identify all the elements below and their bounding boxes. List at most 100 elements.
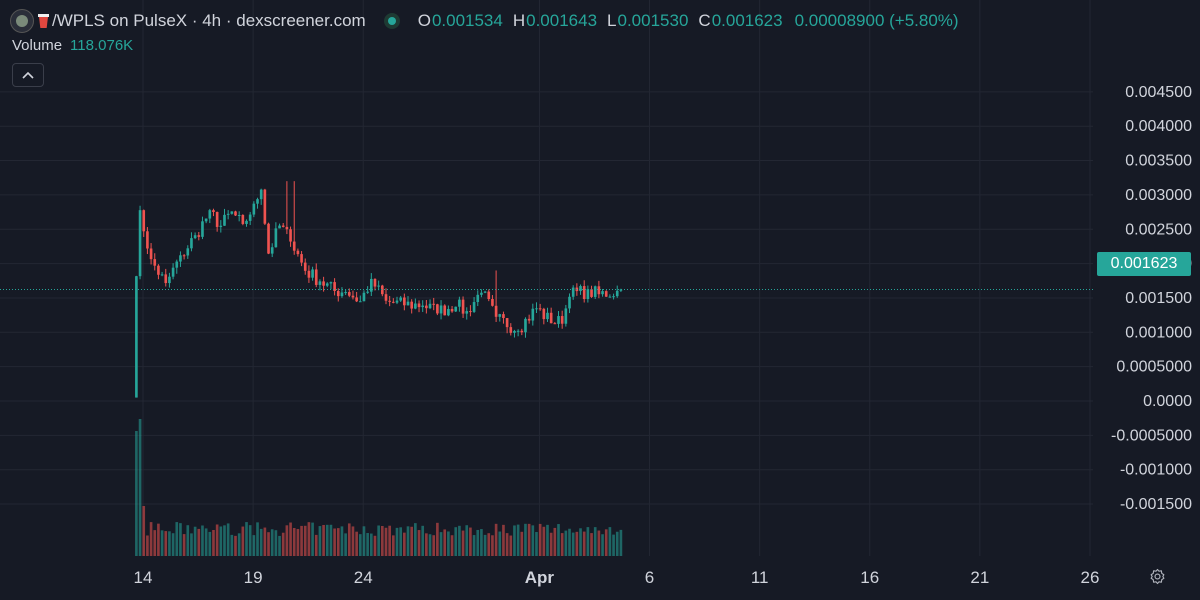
volume-bar — [410, 526, 414, 556]
volume-bar — [285, 525, 289, 556]
candle-body — [322, 281, 325, 286]
candle-body — [259, 189, 263, 200]
x-tick-label: 19 — [244, 568, 263, 587]
candle-body — [542, 308, 546, 320]
candle-body — [190, 238, 193, 249]
y-tick-label: 0.004500 — [1125, 84, 1192, 101]
volume-bar — [135, 431, 138, 556]
candle-body — [344, 292, 347, 294]
candle-body — [171, 267, 175, 277]
time-axis[interactable]: 14 19 24 Apr 6 11 16 21 26 — [134, 568, 1100, 587]
volume-bar — [270, 529, 274, 556]
y-tick-label: 0.003500 — [1125, 153, 1192, 170]
volume-bar — [138, 419, 142, 556]
candle-body — [436, 304, 439, 314]
candle-body — [417, 303, 421, 308]
y-tick-label: -0.001000 — [1120, 462, 1192, 479]
volume-bar — [190, 533, 193, 556]
volume-bar — [281, 532, 285, 556]
volume-bar — [329, 524, 333, 556]
volume-bar — [461, 530, 465, 556]
volume-bar — [259, 528, 263, 556]
candle-body — [336, 291, 340, 297]
candle-body — [355, 297, 358, 302]
volume-bar — [601, 534, 604, 556]
volume-bar — [582, 531, 586, 556]
candle-body — [454, 306, 458, 312]
candle-body — [164, 274, 168, 284]
high-key: H — [512, 11, 526, 30]
candle-body — [414, 303, 417, 309]
candle-body — [579, 286, 582, 292]
candle-body — [358, 301, 362, 303]
volume-bar — [303, 525, 307, 556]
volume-bar — [612, 534, 615, 556]
candle-body — [571, 287, 575, 297]
volume-bar — [171, 533, 175, 556]
volume-bar — [307, 522, 311, 556]
candle-body — [432, 303, 436, 305]
volume-bar — [289, 522, 292, 556]
volume-bar — [472, 535, 476, 556]
volume-bar — [373, 535, 377, 556]
candle-body — [612, 296, 615, 298]
volume-bar — [454, 527, 458, 556]
candle-body — [538, 308, 542, 310]
x-tick-label: 24 — [354, 568, 373, 587]
volume-bar — [333, 528, 336, 556]
volume-bar — [366, 533, 369, 556]
volume-bar — [347, 523, 351, 556]
volume-bar — [509, 535, 513, 556]
volume-bar — [369, 533, 373, 556]
volume-bar — [344, 533, 347, 556]
candle-body — [245, 220, 248, 224]
candle-body — [406, 301, 410, 306]
volume-bar — [322, 524, 325, 556]
candle-body — [256, 199, 259, 204]
candle-body — [443, 305, 447, 316]
candle-body — [535, 308, 538, 310]
candle-body — [201, 221, 204, 237]
candle-body — [487, 291, 491, 300]
volume-bar — [395, 527, 399, 556]
volume-bar — [149, 522, 153, 556]
candle-body — [590, 289, 593, 297]
volume-bar — [619, 529, 623, 556]
candle-body — [395, 300, 399, 303]
candle-body — [428, 303, 432, 309]
candle-body — [586, 289, 590, 300]
candle-body — [476, 294, 480, 303]
volume-bar — [186, 525, 190, 556]
candle-body — [597, 286, 601, 295]
volume-bar — [182, 534, 186, 556]
candle-body — [347, 292, 351, 296]
candle-body — [366, 291, 369, 293]
candle-body — [234, 211, 237, 216]
volume-bar — [296, 529, 300, 556]
volume-bar — [274, 530, 278, 556]
collapse-legend-button[interactable] — [12, 63, 44, 87]
volume-bar — [557, 524, 560, 556]
price-axis[interactable]: 0.004500 0.004000 0.003500 0.003000 0.002500… — [1111, 84, 1192, 513]
volume-bar — [527, 523, 531, 556]
y-tick-label: 0.0005000 — [1116, 359, 1192, 376]
volume-bar — [384, 527, 388, 556]
candle-body — [520, 330, 524, 333]
volume-bar — [388, 525, 391, 556]
volume-bar — [223, 525, 226, 556]
gear-icon[interactable] — [1149, 568, 1166, 585]
x-tick-label: 11 — [751, 568, 769, 587]
candle-body — [439, 305, 443, 314]
volume-bar — [311, 522, 314, 556]
x-tick-label: 6 — [645, 568, 654, 587]
volume-bar — [237, 533, 241, 556]
volume-bar — [443, 529, 447, 556]
volume-bar — [579, 528, 582, 556]
candle-body — [524, 318, 527, 333]
volume-bar — [160, 530, 164, 556]
candle-body — [568, 296, 571, 309]
candle-body — [549, 312, 553, 324]
candle-body — [300, 254, 303, 263]
low-key: L — [607, 11, 617, 30]
